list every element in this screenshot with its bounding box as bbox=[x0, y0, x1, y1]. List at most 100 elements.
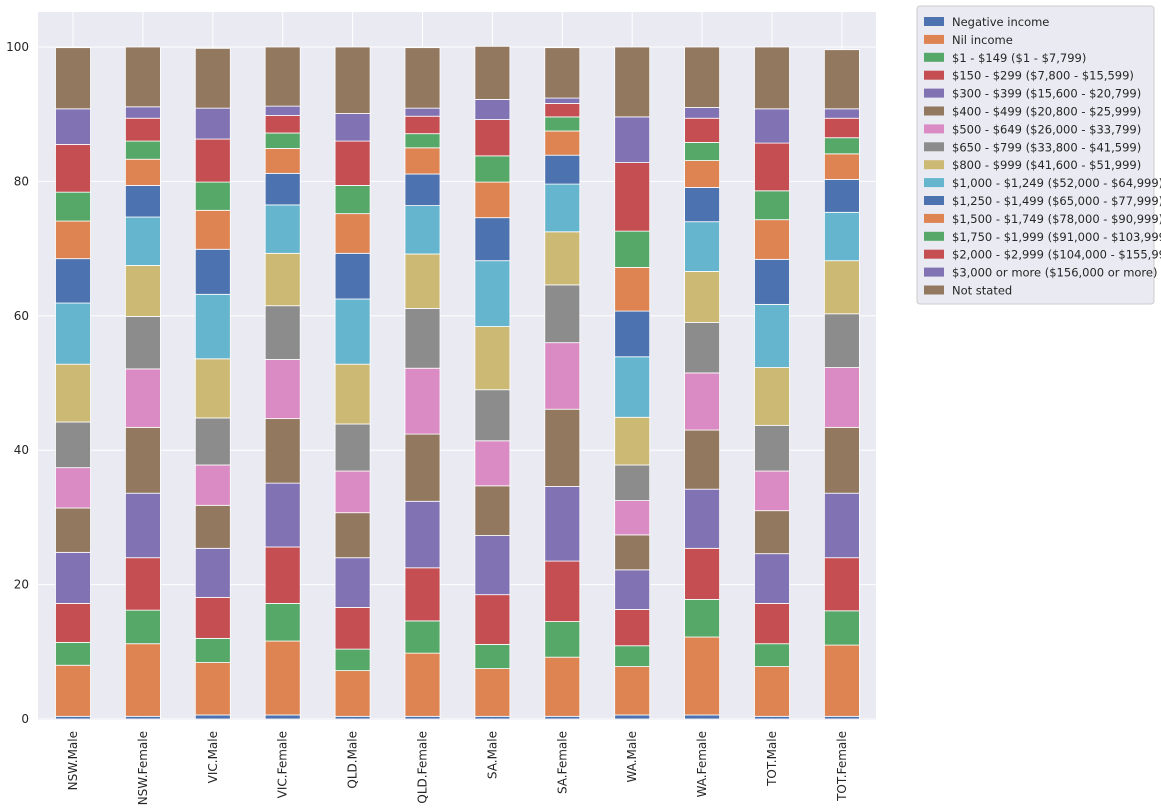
bar-segment-VIC.Female-series-15 bbox=[264, 46, 301, 107]
bar-segment-TOT.Male-series-1 bbox=[754, 666, 790, 717]
bar-segment-WA.Female-series-9 bbox=[684, 221, 720, 272]
bar-segment-VIC.Female-series-5 bbox=[264, 418, 301, 484]
bar-segment-VIC.Female-series-12 bbox=[264, 132, 301, 149]
bar-segment-QLD.Male-series-11 bbox=[334, 213, 371, 254]
bar-segment-WA.Female-series-15 bbox=[684, 46, 720, 108]
bar-segment-VIC.Male-series-2 bbox=[194, 637, 231, 663]
bar-segment-QLD.Male-series-8 bbox=[334, 363, 371, 425]
bar-segment-TOT.Male-series-11 bbox=[754, 219, 790, 260]
bar-segment-NSW.Female-series-3 bbox=[125, 557, 161, 611]
bar-segment-TOT.Female-series-1 bbox=[824, 644, 860, 717]
bar-segment-VIC.Female-series-6 bbox=[264, 359, 301, 420]
bar-segment-TOT.Male-series-10 bbox=[754, 258, 790, 305]
bar-segment-TOT.Female-series-9 bbox=[824, 211, 860, 262]
bar-segment-VIC.Female-series-7 bbox=[264, 305, 301, 360]
legend-label: $150 - $299 ($7,800 - $15,599) bbox=[952, 69, 1134, 83]
bar-segment-WA.Female-series-4 bbox=[684, 488, 720, 549]
bar-segment-WA.Female-series-5 bbox=[684, 429, 720, 490]
bar-segment-TOT.Male-series-12 bbox=[754, 190, 790, 221]
bar-segment-WA.Male-series-1 bbox=[614, 666, 651, 716]
bar-segment-QLD.Female-series-13 bbox=[404, 115, 441, 135]
bar-segment-NSW.Male-series-1 bbox=[55, 664, 91, 717]
bar-segment-SA.Male-series-3 bbox=[474, 594, 511, 645]
bar-segment-SA.Male-series-11 bbox=[474, 181, 511, 219]
bar-segment-TOT.Male-series-6 bbox=[754, 470, 790, 512]
bars bbox=[55, 45, 860, 720]
bar-segment-TOT.Male-series-4 bbox=[754, 553, 790, 604]
bar-segment-WA.Female-series-10 bbox=[684, 187, 720, 223]
plot-background bbox=[38, 12, 876, 720]
bar-segment-WA.Male-series-4 bbox=[614, 569, 651, 610]
bar-segment-TOT.Female-series-13 bbox=[824, 117, 860, 139]
bar-segment-TOT.Male-series-3 bbox=[754, 603, 790, 645]
bar-segment-VIC.Male-series-7 bbox=[194, 417, 231, 466]
y-tick-label: 0 bbox=[21, 712, 29, 726]
bar-segment-NSW.Female-series-4 bbox=[125, 492, 161, 559]
bar-segment-VIC.Male-series-14 bbox=[194, 107, 231, 140]
bar-segment-TOT.Female-series-5 bbox=[824, 426, 860, 494]
bar-segment-SA.Female-series-9 bbox=[544, 183, 581, 233]
bar-segment-SA.Male-series-13 bbox=[474, 119, 511, 157]
y-tick-label: 80 bbox=[14, 174, 29, 188]
bar-segment-VIC.Female-series-8 bbox=[264, 252, 301, 307]
bar-segment-TOT.Male-series-8 bbox=[754, 367, 790, 426]
legend-swatch bbox=[924, 142, 944, 152]
bar-segment-TOT.Female-series-6 bbox=[824, 367, 860, 428]
bar-segment-TOT.Male-series-7 bbox=[754, 424, 790, 472]
x-tick-label: NSW.Male bbox=[66, 731, 80, 790]
y-axis: 0 20 40 60 80 100 bbox=[6, 40, 29, 726]
bar-segment-VIC.Female-series-9 bbox=[264, 204, 301, 254]
bar-segment-WA.Male-series-10 bbox=[614, 310, 651, 358]
legend-swatch bbox=[924, 34, 944, 44]
bar-segment-VIC.Male-series-11 bbox=[194, 209, 231, 250]
bar-segment-NSW.Male-series-4 bbox=[55, 551, 91, 604]
bar-segment-SA.Male-series-0 bbox=[474, 715, 511, 720]
legend-label: $1,250 - $1,499 ($65,000 - $77,999) bbox=[952, 194, 1161, 208]
bar-segment-QLD.Female-series-9 bbox=[404, 205, 441, 255]
bar-segment-VIC.Male-series-12 bbox=[194, 181, 231, 211]
x-tick-label: SA.Male bbox=[485, 731, 499, 779]
bar-segment-VIC.Male-series-10 bbox=[194, 248, 231, 295]
bar-segment-TOT.Female-series-2 bbox=[824, 610, 860, 646]
bar-segment-VIC.Male-series-9 bbox=[194, 293, 231, 360]
legend-swatch bbox=[924, 178, 944, 188]
bar-segment-SA.Male-series-1 bbox=[474, 668, 511, 717]
legend-label: $1 - $149 ($1 - $7,799) bbox=[952, 51, 1086, 65]
bar-segment-WA.Female-series-1 bbox=[684, 636, 720, 716]
bar-segment-QLD.Male-series-3 bbox=[334, 607, 371, 650]
bar-segment-NSW.Male-series-15 bbox=[55, 47, 91, 110]
bar-segment-NSW.Female-series-12 bbox=[125, 140, 161, 160]
bar-segment-SA.Female-series-4 bbox=[544, 486, 581, 562]
bar-segment-TOT.Female-series-0 bbox=[824, 715, 860, 720]
legend-swatch bbox=[924, 52, 944, 62]
bar-segment-SA.Male-series-10 bbox=[474, 217, 511, 262]
legend-swatch bbox=[924, 160, 944, 170]
bar-segment-VIC.Female-series-4 bbox=[264, 482, 301, 548]
legend-swatch bbox=[924, 106, 944, 116]
bar-segment-QLD.Female-series-6 bbox=[404, 367, 441, 435]
legend-swatch bbox=[924, 213, 944, 223]
legend-label: $3,000 or more ($156,000 or more) bbox=[952, 266, 1157, 280]
bar-segment-SA.Male-series-5 bbox=[474, 485, 511, 536]
bar-segment-QLD.Female-series-1 bbox=[404, 652, 441, 717]
bar-segment-WA.Male-series-2 bbox=[614, 645, 651, 667]
bar-segment-NSW.Female-series-2 bbox=[125, 609, 161, 645]
bar-segment-NSW.Male-series-12 bbox=[55, 191, 91, 222]
bar-segment-NSW.Male-series-10 bbox=[55, 258, 91, 304]
bar-segment-SA.Female-series-3 bbox=[544, 560, 581, 622]
bar-segment-WA.Male-series-0 bbox=[614, 714, 651, 720]
bar-segment-TOT.Female-series-15 bbox=[824, 49, 860, 110]
bar-segment-VIC.Female-series-3 bbox=[264, 546, 301, 604]
bar-segment-SA.Female-series-12 bbox=[544, 116, 581, 132]
bar-segment-VIC.Female-series-2 bbox=[264, 603, 301, 642]
x-tick-label: TOT.Male bbox=[765, 731, 779, 787]
bar-segment-WA.Female-series-14 bbox=[684, 107, 720, 119]
bar-segment-WA.Male-series-3 bbox=[614, 609, 651, 647]
bar-segment-NSW.Female-series-1 bbox=[125, 643, 161, 717]
bar-segment-SA.Female-series-0 bbox=[544, 715, 581, 720]
bar-segment-QLD.Female-series-5 bbox=[404, 433, 441, 502]
bar-segment-TOT.Male-series-13 bbox=[754, 142, 790, 192]
x-tick-label: WA.Female bbox=[695, 731, 709, 797]
legend-label: $300 - $399 ($15,600 - $20,799) bbox=[952, 87, 1141, 101]
